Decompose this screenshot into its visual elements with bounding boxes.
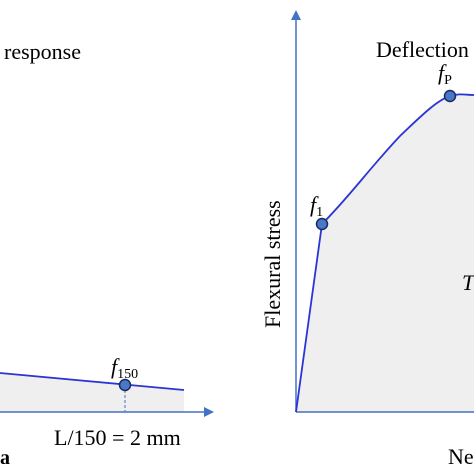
fp-label-sub: P xyxy=(444,73,452,88)
f1-label: f1 xyxy=(310,192,323,220)
left-curve xyxy=(0,372,185,391)
right-stress-curve xyxy=(295,93,474,413)
f150-label-main: f xyxy=(111,354,120,379)
fp-label: fP xyxy=(438,60,452,88)
f1-label-sub: 1 xyxy=(316,205,323,220)
left-area-fill xyxy=(0,373,184,412)
right-panel: Deflection fP f1 Flexural stress T Ne xyxy=(260,10,474,469)
f150-point-marker xyxy=(118,378,132,392)
y-axis-label: Flexural stress xyxy=(260,200,285,328)
right-title-fragment: Deflection xyxy=(376,37,469,62)
left-title-fragment: response xyxy=(4,39,81,64)
f150-label-sub: 150 xyxy=(117,367,138,382)
f1-label-main: f xyxy=(310,192,319,217)
right-area-fill xyxy=(296,94,474,413)
f1-point-marker xyxy=(315,217,329,231)
x-axis-fragment: Ne xyxy=(448,444,474,469)
f150-label: f150 xyxy=(111,354,138,382)
area-label-fragment: T xyxy=(462,270,474,295)
left-panel: response f150 L/150 = 2 mm a xyxy=(0,39,214,469)
fp-point-marker xyxy=(443,89,457,103)
left-corner-fragment: a xyxy=(0,447,10,469)
fp-label-main: f xyxy=(438,60,447,85)
x-tick-label-l150: L/150 = 2 mm xyxy=(54,425,181,450)
